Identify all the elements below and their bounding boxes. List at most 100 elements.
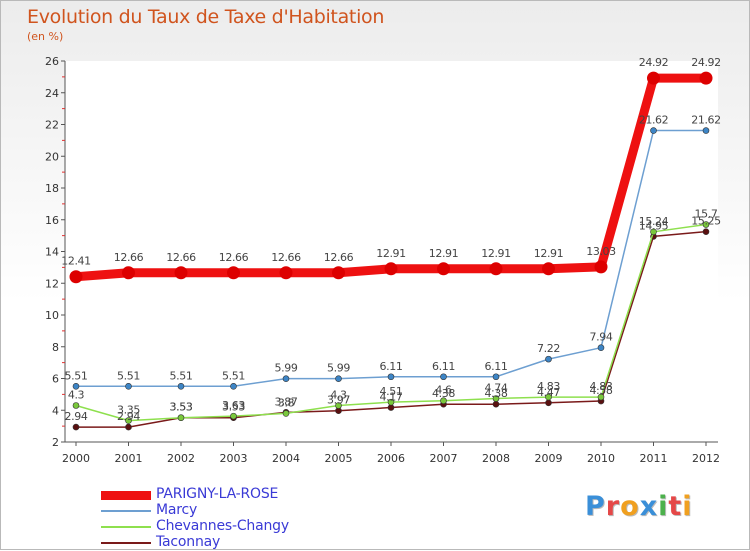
y-tick-label: 8 bbox=[52, 341, 59, 354]
data-point-marcy bbox=[597, 344, 605, 352]
y-tick-label: 2 bbox=[52, 436, 59, 449]
data-point-parigny-la-rose bbox=[69, 270, 83, 284]
data-point-chevannes-changy bbox=[387, 398, 395, 406]
data-point-parigny-la-rose bbox=[384, 262, 398, 276]
legend-swatch bbox=[101, 542, 151, 544]
data-point-parigny-la-rose bbox=[647, 71, 660, 85]
data-label-taconnay: 2.94 bbox=[117, 410, 140, 423]
data-label-chevannes-changy: 3.8 bbox=[278, 396, 295, 409]
x-tick-label: 2007 bbox=[430, 452, 458, 465]
data-label-taconnay: 4.38 bbox=[485, 387, 508, 400]
legend-swatch bbox=[101, 526, 151, 528]
y-tick-label: 22 bbox=[45, 119, 59, 132]
data-point-marcy bbox=[282, 375, 290, 382]
data-label-parigny-la-rose: 12.91 bbox=[534, 247, 564, 260]
data-label-marcy: 6.11 bbox=[380, 360, 403, 373]
data-point-chevannes-changy bbox=[545, 393, 552, 401]
data-point-chevannes-changy bbox=[650, 228, 657, 236]
data-point-taconnay bbox=[545, 399, 552, 407]
data-point-marcy bbox=[177, 382, 185, 390]
x-tick-label: 2005 bbox=[325, 452, 353, 465]
chart-unit: (en %) bbox=[27, 30, 64, 43]
data-label-taconnay: 3.53 bbox=[170, 401, 193, 414]
x-tick-label: 2003 bbox=[220, 452, 248, 465]
y-tick-label: 14 bbox=[45, 246, 59, 259]
data-label-parigny-la-rose: 12.66 bbox=[324, 251, 354, 264]
data-label-chevannes-changy: 3.63 bbox=[222, 399, 245, 412]
data-label-parigny-la-rose: 24.92 bbox=[691, 56, 721, 69]
data-label-parigny-la-rose: 12.66 bbox=[219, 251, 249, 264]
data-point-parigny-la-rose bbox=[174, 266, 188, 280]
data-point-parigny-la-rose bbox=[332, 266, 345, 280]
data-label-marcy: 7.22 bbox=[537, 342, 560, 355]
data-point-chevannes-changy bbox=[72, 402, 80, 409]
data-label-marcy: 21.62 bbox=[639, 114, 669, 127]
data-label-parigny-la-rose: 12.41 bbox=[61, 255, 91, 268]
data-label-chevannes-changy: 3.53 bbox=[170, 401, 193, 414]
data-label-chevannes-changy: 4.83 bbox=[537, 380, 560, 393]
data-label-parigny-la-rose: 12.66 bbox=[114, 251, 144, 264]
data-label-taconnay: 4.38 bbox=[432, 387, 455, 400]
data-point-marcy bbox=[492, 373, 500, 381]
data-point-parigny-la-rose bbox=[594, 260, 608, 274]
x-tick-label: 2011 bbox=[640, 452, 668, 465]
data-point-taconnay bbox=[72, 423, 80, 431]
x-tick-label: 2012 bbox=[692, 452, 720, 465]
data-label-chevannes-changy: 4.3 bbox=[330, 388, 347, 401]
y-tick-label: 6 bbox=[52, 373, 59, 386]
data-point-chevannes-changy bbox=[282, 410, 290, 417]
x-tick-label: 2006 bbox=[377, 452, 405, 465]
proxiti-logo: Proxiti bbox=[585, 491, 693, 522]
x-tick-label: 2004 bbox=[272, 452, 300, 465]
data-point-taconnay bbox=[702, 228, 710, 235]
x-tick-label: 2002 bbox=[167, 452, 195, 465]
data-point-parigny-la-rose bbox=[122, 266, 135, 280]
data-label-chevannes-changy: 4.74 bbox=[485, 382, 508, 395]
legend-swatch bbox=[101, 490, 151, 500]
data-label-taconnay: 3.97 bbox=[327, 394, 350, 407]
data-point-chevannes-changy bbox=[230, 412, 237, 420]
y-tick-label: 26 bbox=[45, 55, 59, 68]
x-tick-label: 2010 bbox=[587, 452, 615, 465]
x-tick-label: 2008 bbox=[482, 452, 510, 465]
data-label-marcy: 5.51 bbox=[117, 369, 140, 382]
data-label-marcy: 5.99 bbox=[327, 362, 350, 375]
data-point-marcy bbox=[335, 375, 342, 382]
data-label-taconnay: 14.95 bbox=[639, 219, 669, 232]
x-tick-label: 2009 bbox=[535, 452, 563, 465]
data-point-marcy bbox=[125, 382, 132, 390]
data-point-taconnay bbox=[492, 400, 500, 408]
data-point-parigny-la-rose bbox=[542, 262, 555, 276]
data-label-chevannes-changy: 4.51 bbox=[380, 385, 403, 398]
data-point-chevannes-changy bbox=[702, 221, 710, 228]
data-point-parigny-la-rose bbox=[489, 262, 503, 276]
data-point-marcy bbox=[545, 355, 552, 363]
data-label-parigny-la-rose: 12.66 bbox=[271, 251, 301, 264]
data-point-chevannes-changy bbox=[597, 393, 605, 401]
data-label-parigny-la-rose: 13.03 bbox=[586, 245, 616, 258]
y-tick-label: 12 bbox=[45, 277, 59, 290]
data-label-taconnay: 4.17 bbox=[380, 391, 403, 404]
data-label-marcy: 5.51 bbox=[170, 369, 193, 382]
data-point-chevannes-changy bbox=[177, 414, 185, 422]
data-point-parigny-la-rose bbox=[279, 266, 293, 280]
data-point-marcy bbox=[650, 127, 657, 134]
y-tick-label: 18 bbox=[45, 182, 59, 195]
data-point-parigny-la-rose bbox=[227, 266, 240, 280]
data-label-chevannes-changy: 4.83 bbox=[590, 380, 613, 393]
data-label-marcy: 5.99 bbox=[275, 362, 298, 375]
data-label-marcy: 7.94 bbox=[590, 331, 613, 344]
data-label-marcy: 6.11 bbox=[432, 360, 455, 373]
legend-label: PARIGNY-LA-ROSE bbox=[156, 486, 279, 502]
legend-label: Chevannes-Changy bbox=[156, 518, 289, 534]
y-tick-label: 20 bbox=[45, 150, 59, 163]
data-label-taconnay: 15.25 bbox=[691, 215, 721, 228]
data-label-taconnay: 4.58 bbox=[590, 384, 613, 397]
data-label-chevannes-changy: 4.6 bbox=[435, 384, 452, 397]
data-label-chevannes-changy: 4.3 bbox=[68, 388, 85, 401]
data-label-parigny-la-rose: 12.91 bbox=[376, 247, 406, 260]
data-point-chevannes-changy bbox=[125, 417, 132, 424]
y-tick-label: 24 bbox=[45, 87, 59, 100]
